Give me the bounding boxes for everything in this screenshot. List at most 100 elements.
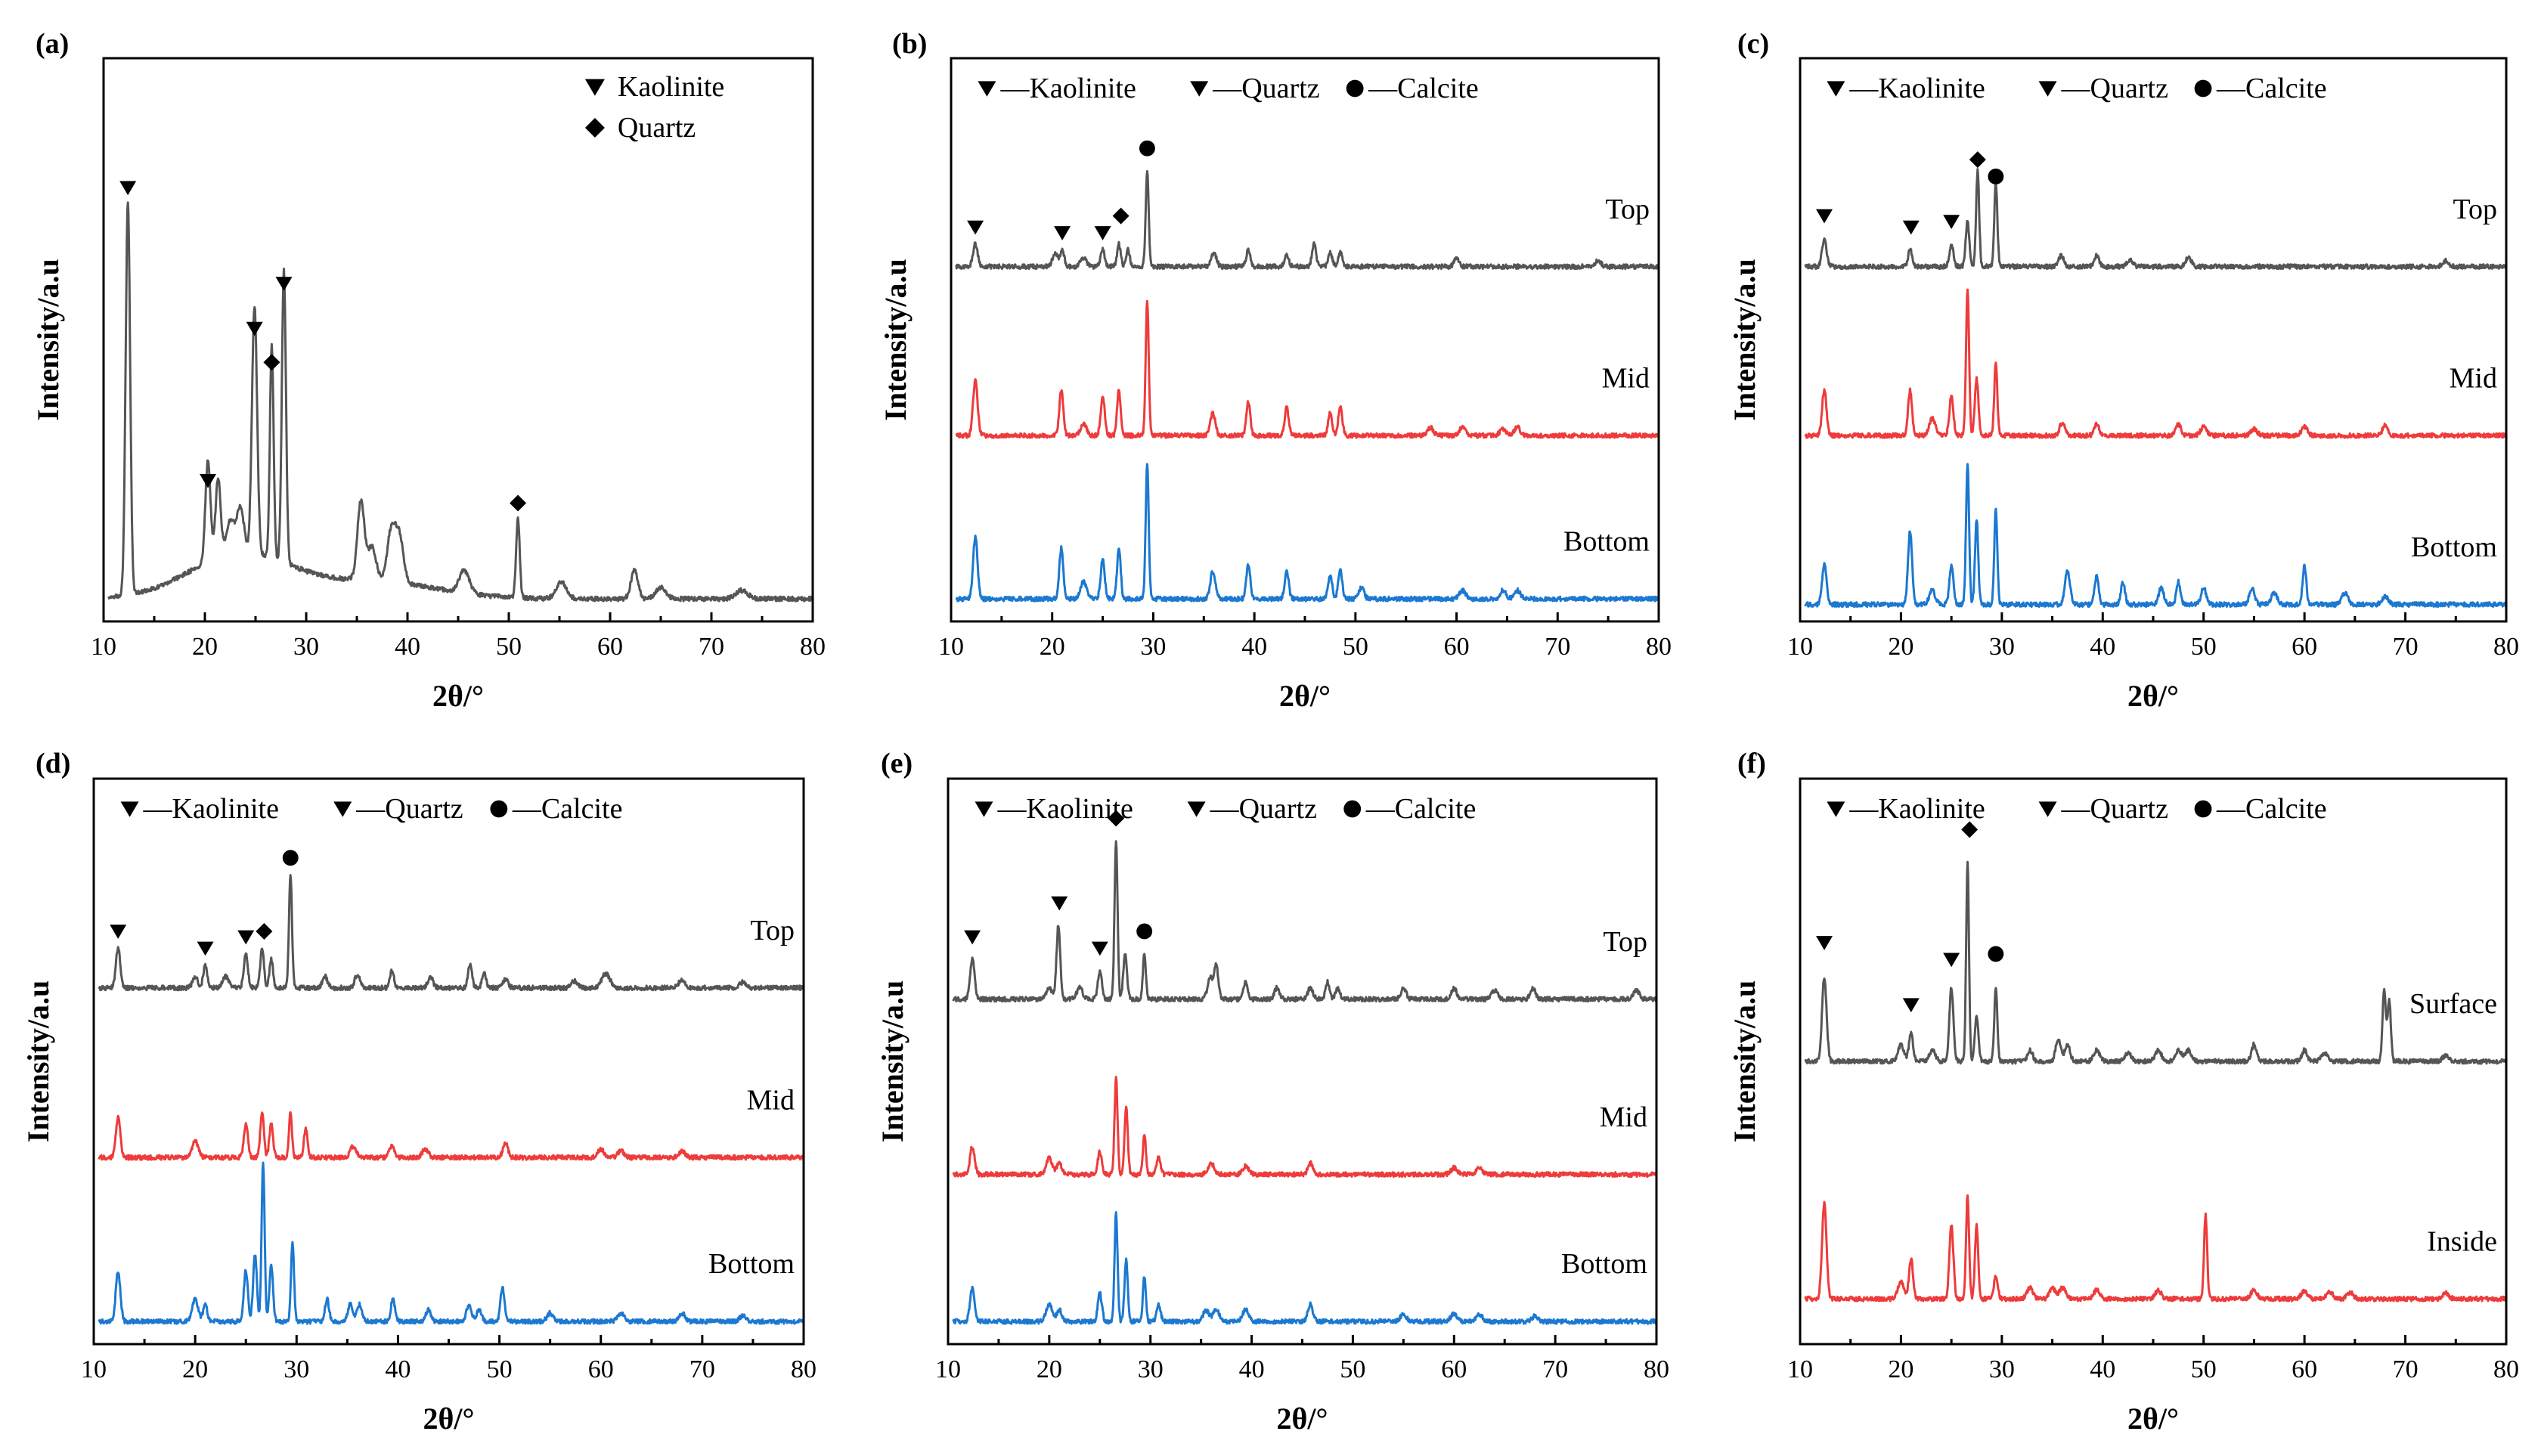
x-tick-label: 20 bbox=[1037, 1355, 1062, 1383]
series-line-inside bbox=[1804, 1194, 2508, 1303]
legend-marker-triangle bbox=[120, 801, 139, 817]
peak-marker-triangle bbox=[1051, 896, 1068, 911]
legend-item-label: —Quartz bbox=[2061, 73, 2168, 104]
peak-marker-circle bbox=[1139, 140, 1155, 156]
y-axis-title: Intensity/a.u bbox=[1728, 980, 1762, 1143]
legend-item-label: Quartz bbox=[618, 112, 696, 144]
peak-marker-diamond bbox=[1961, 821, 1979, 838]
legend-marker-triangle bbox=[1827, 81, 1845, 97]
x-tick-label: 70 bbox=[689, 1355, 715, 1383]
legend-item-label: —Quartz bbox=[355, 793, 463, 825]
x-tick-label: 80 bbox=[1646, 633, 1672, 661]
series-label-inside: Inside bbox=[2427, 1225, 2497, 1257]
series-line-top bbox=[955, 170, 1660, 271]
legend-marker-triangle bbox=[333, 801, 352, 817]
x-tick-label: 40 bbox=[385, 1355, 411, 1383]
peak-marker-triangle bbox=[1902, 998, 1920, 1013]
legend-item-label: —Quartz bbox=[2061, 793, 2168, 825]
peak-marker-triangle bbox=[110, 925, 127, 939]
x-tick-label: 80 bbox=[800, 633, 826, 661]
x-axis-title: 2θ/° bbox=[423, 1402, 475, 1436]
x-tick-label: 60 bbox=[2292, 633, 2317, 661]
panel-letter: (f) bbox=[1737, 748, 1766, 779]
x-tick-label: 40 bbox=[2090, 633, 2115, 661]
x-axis-title: 2θ/° bbox=[432, 679, 484, 713]
chart-panel-c: (c) Top Mid Bottom 10 20 30 40 50 60 70 80 2θ/° Inten… bbox=[1728, 28, 2519, 713]
x-tick-label: 70 bbox=[2393, 633, 2419, 661]
series-line-bottom bbox=[1804, 463, 2508, 609]
x-tick-label: 20 bbox=[192, 633, 218, 661]
series-label-top: Top bbox=[1605, 194, 1650, 225]
legend-item-label: —Calcite bbox=[512, 793, 623, 825]
peak-marker-diamond bbox=[256, 922, 273, 940]
x-tick-label: 60 bbox=[588, 1355, 614, 1383]
x-tick-label: 10 bbox=[1787, 633, 1813, 661]
panel-letter: (a) bbox=[36, 28, 69, 60]
y-axis-title: Intensity/a.u bbox=[875, 980, 909, 1143]
legend-item-label: —Kaolinite bbox=[143, 793, 279, 825]
plot-frame bbox=[947, 777, 1658, 1346]
x-tick-label: 80 bbox=[1644, 1355, 1669, 1383]
series-label-mid: Mid bbox=[747, 1084, 795, 1116]
peak-marker-triangle bbox=[275, 277, 293, 291]
peak-marker-triangle bbox=[1943, 953, 1960, 968]
x-tick-label: 50 bbox=[1343, 633, 1368, 661]
series-label-top: Top bbox=[2453, 194, 2497, 225]
peak-marker-triangle bbox=[1816, 936, 1833, 950]
peak-marker-triangle bbox=[967, 220, 984, 235]
legend-item-label: —Kaolinite bbox=[999, 73, 1136, 104]
legend-marker-triangle bbox=[2038, 801, 2057, 817]
peak-marker-circle bbox=[1988, 169, 2004, 184]
peak-marker-circle bbox=[1136, 923, 1153, 940]
legend: —Kaolinite —Quartz —Calcite bbox=[1827, 793, 2327, 825]
x-tick-label: 40 bbox=[1239, 1355, 1265, 1383]
peak-marker-diamond bbox=[1108, 810, 1125, 827]
legend: Kaolinite Quartz bbox=[584, 71, 724, 144]
x-tick-label: 60 bbox=[2292, 1355, 2317, 1383]
legend-item-label: —Calcite bbox=[2216, 73, 2327, 104]
legend: —Kaolinite —Quartz —Calcite bbox=[975, 793, 1476, 825]
y-axis-title: Intensity/a.u bbox=[31, 259, 65, 421]
peak-marker-triangle bbox=[1902, 220, 1920, 235]
series-label-mid: Mid bbox=[1602, 363, 1650, 395]
x-tick-label: 50 bbox=[487, 1355, 513, 1383]
y-axis-title: Intensity/a.u bbox=[1728, 259, 1762, 421]
series-label-surface: Surface bbox=[2409, 988, 2497, 1020]
chart-panel-e: (e) Top Mid Bottom 10 20 30 40 50 60 70 80 2θ/° Inten… bbox=[875, 748, 1669, 1436]
x-tick-label: 60 bbox=[597, 633, 623, 661]
peak-marker-triangle bbox=[200, 473, 217, 488]
peak-marker-triangle bbox=[246, 321, 263, 336]
peak-marker-triangle bbox=[1091, 941, 1108, 956]
legend-marker-circle bbox=[2194, 79, 2212, 98]
x-axis-title: 2θ/° bbox=[1279, 679, 1331, 713]
series-line-surface bbox=[1804, 860, 2508, 1065]
x-tick-label: 20 bbox=[182, 1355, 208, 1383]
x-tick-label: 30 bbox=[284, 1355, 309, 1383]
legend-item-label: Kaolinite bbox=[618, 71, 724, 103]
chart-panel-f: (f) Surface Inside 10 20 30 40 50 60 70 80 2θ/° Inte… bbox=[1728, 748, 2519, 1436]
y-axis-title: Intensity/a.u bbox=[21, 980, 55, 1143]
x-tick-label: 10 bbox=[938, 633, 964, 661]
x-tick-label: 80 bbox=[791, 1355, 817, 1383]
x-tick-label: 70 bbox=[1542, 1355, 1568, 1383]
x-tick-label: 30 bbox=[1989, 1355, 2015, 1383]
series-label-mid: Mid bbox=[1600, 1101, 1647, 1133]
legend-item-label: —Calcite bbox=[1365, 793, 1477, 825]
legend-marker-triangle bbox=[975, 801, 993, 817]
series-label-bottom: Bottom bbox=[1561, 1248, 1647, 1280]
peak-marker-triangle bbox=[1094, 226, 1111, 240]
peak-marker-triangle bbox=[119, 181, 137, 196]
peak-marker-triangle bbox=[197, 941, 214, 956]
legend-marker-circle bbox=[1343, 800, 1362, 818]
x-tick-label: 70 bbox=[1545, 633, 1570, 661]
x-axis-title: 2θ/° bbox=[1277, 1402, 1328, 1436]
x-tick-label: 80 bbox=[2493, 1355, 2519, 1383]
series-label-bottom: Bottom bbox=[708, 1248, 795, 1280]
x-tick-label: 50 bbox=[2191, 1355, 2217, 1383]
x-tick-label: 70 bbox=[699, 633, 724, 661]
legend-marker-diamond bbox=[584, 118, 605, 138]
legend-item-label: —Quartz bbox=[1210, 793, 1317, 825]
legend-marker-triangle bbox=[1827, 801, 1845, 817]
peak-marker-triangle bbox=[964, 930, 981, 945]
series-line-mid bbox=[1804, 288, 2508, 439]
